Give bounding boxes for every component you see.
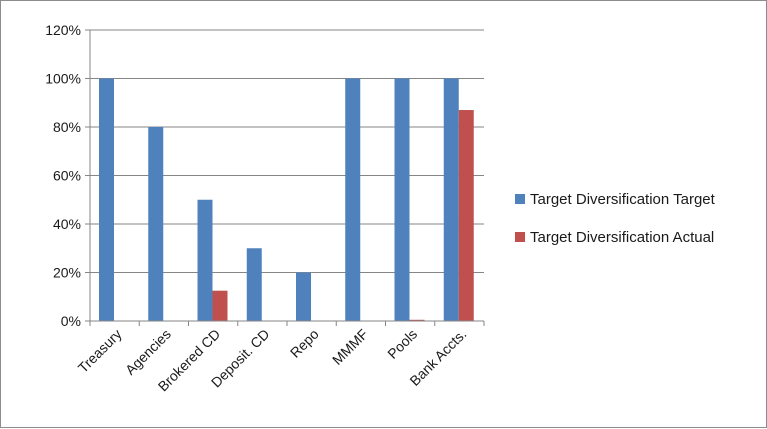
y-tick-label: 120% <box>45 22 81 38</box>
x-tick-label: Agencies <box>122 326 174 378</box>
x-tick-label: MMMF <box>329 326 371 368</box>
y-tick-label: 80% <box>53 119 81 135</box>
bar-actual <box>458 110 474 322</box>
bar-target <box>443 78 459 321</box>
x-tick-label: Repo <box>287 326 322 361</box>
y-tick-label: 0% <box>61 313 81 329</box>
bar-target <box>246 248 262 321</box>
bar-target <box>148 127 164 321</box>
y-tick-label: 60% <box>53 168 81 184</box>
y-axis: 0% 20% 40% 60% 80% 100% 120% <box>45 22 91 329</box>
bar-target <box>345 78 361 321</box>
bar-actual <box>212 290 228 321</box>
y-tick-label: 100% <box>45 71 81 87</box>
bars <box>99 78 474 322</box>
bar-target <box>394 78 410 321</box>
legend-swatch <box>515 232 525 242</box>
legend-swatch <box>515 194 525 204</box>
y-tick-label: 20% <box>53 265 81 281</box>
y-tick-label: 40% <box>53 216 81 232</box>
bar-target <box>99 78 114 321</box>
legend: Target Diversification Target Target Dive… <box>515 191 716 246</box>
bar-actual <box>409 319 425 321</box>
x-tick-label: Pools <box>384 326 420 362</box>
bar-target <box>296 272 311 321</box>
bar-target <box>197 199 213 321</box>
legend-label: Target Diversification Target <box>530 191 716 208</box>
legend-label: Target Diversification Actual <box>530 229 714 246</box>
x-tick-label: Treasury <box>75 326 125 376</box>
